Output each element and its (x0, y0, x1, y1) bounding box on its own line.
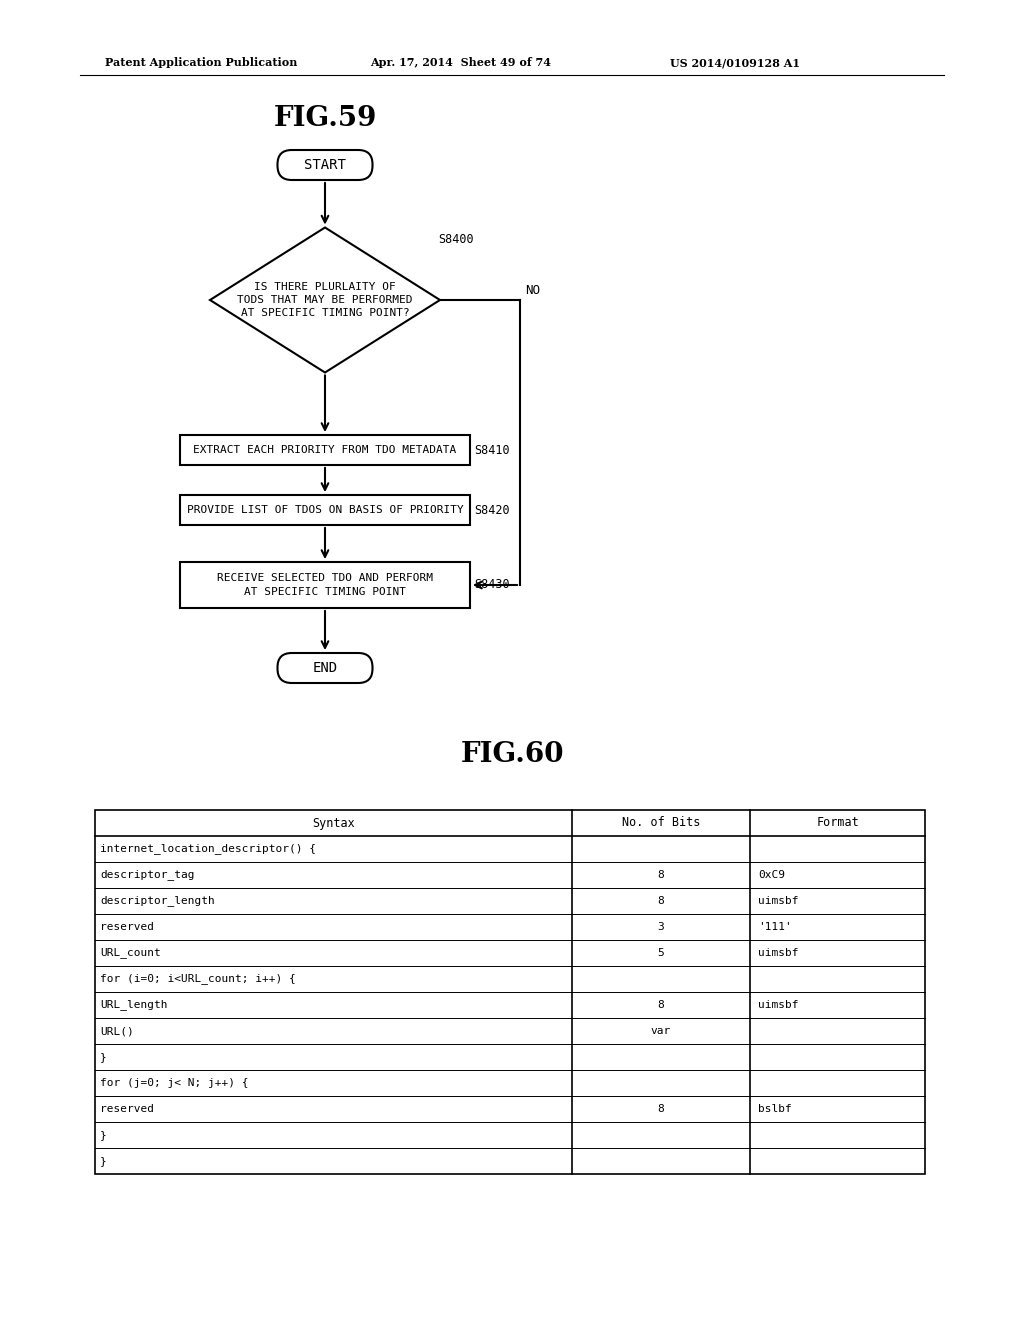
Bar (95, 810, 925, 1173)
Text: reserved: reserved (100, 921, 154, 932)
Text: FIG.59: FIG.59 (273, 104, 377, 132)
Text: for (i=0; i<URL_count; i++) {: for (i=0; i<URL_count; i++) { (100, 974, 296, 985)
Text: for (j=0; j< N; j++) {: for (j=0; j< N; j++) { (100, 1078, 249, 1088)
Text: Patent Application Publication: Patent Application Publication (105, 58, 297, 69)
Bar (180, 562, 470, 609)
Text: PROVIDE LIST OF TDOS ON BASIS OF PRIORITY: PROVIDE LIST OF TDOS ON BASIS OF PRIORIT… (186, 506, 464, 515)
Text: Format: Format (816, 817, 859, 829)
Text: reserved: reserved (100, 1104, 154, 1114)
Text: S8430: S8430 (474, 578, 510, 591)
Text: uimsbf: uimsbf (758, 1001, 799, 1010)
Text: S8400: S8400 (438, 234, 474, 246)
FancyBboxPatch shape (278, 653, 373, 682)
Text: '111': '111' (758, 921, 792, 932)
Text: bslbf: bslbf (758, 1104, 792, 1114)
Text: var: var (651, 1026, 671, 1036)
Text: NO: NO (525, 284, 540, 297)
Bar (180, 495, 470, 525)
Text: URL_count: URL_count (100, 948, 161, 958)
Text: URL(): URL() (100, 1026, 134, 1036)
Text: }: } (100, 1052, 106, 1063)
Text: No. of Bits: No. of Bits (622, 817, 700, 829)
Text: descriptor_length: descriptor_length (100, 895, 215, 907)
Text: END: END (312, 661, 338, 675)
Text: 5: 5 (657, 948, 665, 958)
Text: 3: 3 (657, 921, 665, 932)
Text: 8: 8 (657, 1104, 665, 1114)
FancyBboxPatch shape (278, 150, 373, 180)
Text: 8: 8 (657, 896, 665, 906)
Text: uimsbf: uimsbf (758, 896, 799, 906)
Text: START: START (304, 158, 346, 172)
Text: 8: 8 (657, 1001, 665, 1010)
Bar (180, 436, 470, 465)
Text: 0xC9: 0xC9 (758, 870, 785, 880)
Text: URL_length: URL_length (100, 999, 168, 1010)
Text: Syntax: Syntax (312, 817, 355, 829)
Text: FIG.60: FIG.60 (460, 742, 564, 768)
Text: RECEIVE SELECTED TDO AND PERFORM
AT SPECIFIC TIMING POINT: RECEIVE SELECTED TDO AND PERFORM AT SPEC… (217, 573, 433, 597)
Text: descriptor_tag: descriptor_tag (100, 870, 195, 880)
Text: uimsbf: uimsbf (758, 948, 799, 958)
Text: IS THERE PLURLAITY OF
TODS THAT MAY BE PERFORMED
AT SPECIFIC TIMING POINT?: IS THERE PLURLAITY OF TODS THAT MAY BE P… (238, 281, 413, 318)
Text: internet_location_descriptor() {: internet_location_descriptor() { (100, 843, 316, 854)
Text: }: } (100, 1156, 106, 1166)
Text: 8: 8 (657, 870, 665, 880)
Text: Apr. 17, 2014  Sheet 49 of 74: Apr. 17, 2014 Sheet 49 of 74 (370, 58, 551, 69)
Text: EXTRACT EACH PRIORITY FROM TDO METADATA: EXTRACT EACH PRIORITY FROM TDO METADATA (194, 445, 457, 455)
Polygon shape (210, 227, 440, 372)
Text: S8420: S8420 (474, 503, 510, 516)
Text: }: } (100, 1130, 106, 1140)
Text: US 2014/0109128 A1: US 2014/0109128 A1 (670, 58, 800, 69)
Text: S8410: S8410 (474, 444, 510, 457)
